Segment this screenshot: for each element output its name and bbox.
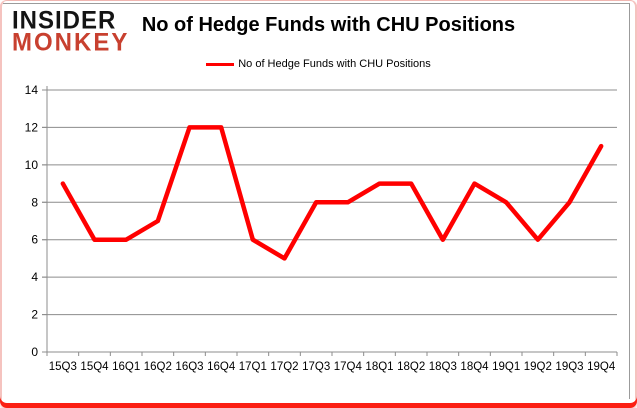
x-axis-tick-label: 18Q2 — [397, 361, 425, 373]
y-axis-tick-label: 10 — [25, 158, 39, 172]
x-axis-tick-label: 18Q4 — [460, 361, 489, 373]
logo-monkey-text: MONKEY — [12, 28, 130, 57]
insider-monkey-logo: INSIDER MONKEY — [12, 6, 130, 57]
x-axis-tick-label: 18Q1 — [365, 361, 393, 373]
x-axis-tick-label: 19Q2 — [524, 361, 552, 373]
x-axis-tick-label: 19Q3 — [555, 361, 583, 373]
y-axis-tick-label: 12 — [25, 120, 39, 134]
x-axis-tick-label: 17Q2 — [270, 361, 298, 373]
x-axis-tick-label: 18Q3 — [429, 361, 457, 373]
y-axis-tick-label: 8 — [31, 195, 38, 209]
x-axis-tick-label: 19Q4 — [587, 361, 616, 373]
y-axis-tick-label: 0 — [31, 345, 38, 359]
x-axis-tick-label: 15Q4 — [80, 361, 109, 373]
x-axis-tick-label: 16Q3 — [175, 361, 203, 373]
x-axis-tick-label: 17Q1 — [239, 361, 267, 373]
x-axis-tick-label: 19Q1 — [492, 361, 520, 373]
x-axis-tick-label: 15Q3 — [49, 361, 77, 373]
y-axis-tick-label: 4 — [31, 270, 38, 284]
legend-label: No of Hedge Funds with CHU Positions — [238, 58, 431, 70]
series-line — [60, 125, 604, 261]
x-axis-tick-label: 16Q1 — [112, 361, 140, 373]
x-axis-tick-label: 16Q4 — [207, 361, 236, 373]
x-axis-tick-label: 17Q4 — [334, 361, 363, 373]
y-axis-tick-label: 6 — [31, 233, 38, 247]
y-axis-tick-label: 2 — [31, 308, 38, 322]
legend-line-swatch — [206, 62, 235, 66]
x-axis-tick-label: 17Q3 — [302, 361, 330, 373]
chart-legend: No of Hedge Funds with CHU Positions — [0, 58, 637, 70]
logo-insider-text: INSIDER — [12, 6, 117, 35]
y-axis-tick-label: 14 — [25, 83, 39, 97]
chart-title: No of Hedge Funds with CHU Positions — [141, 14, 516, 36]
x-axis-tick-label: 16Q2 — [144, 361, 172, 373]
